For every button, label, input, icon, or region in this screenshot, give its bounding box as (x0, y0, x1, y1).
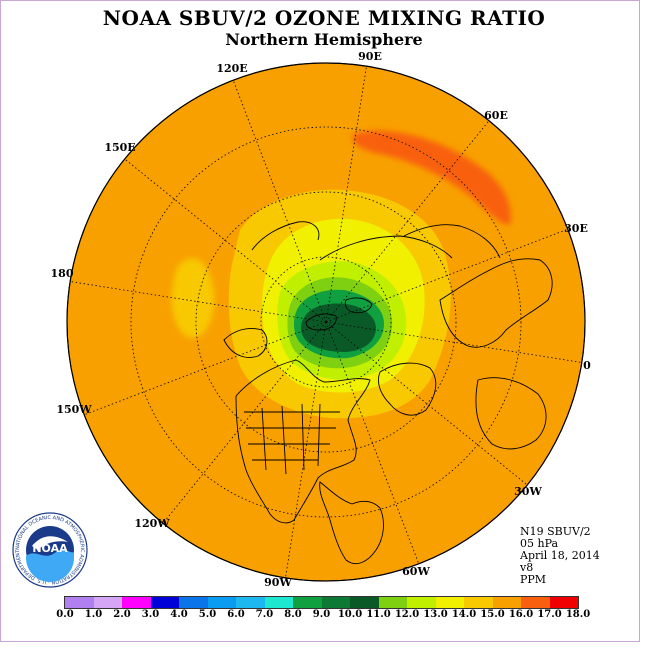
color-scale-segment (150, 597, 179, 608)
meridian-line (325, 321, 582, 363)
contour-9-10ppm (300, 303, 376, 352)
color-scale-ticks: 0.0 1.0 2.0 3.0 4.0 5.0 6.0 7.0 8.0 9.0 10.0 11.0 12… (50, 609, 610, 623)
color-scale-segment (179, 597, 208, 608)
color-scale-tick-label: 9.0 (312, 609, 331, 620)
color-scale-tick-label: 7.0 (255, 609, 274, 620)
color-scale-segment (521, 597, 550, 608)
info-version: v8 (520, 561, 534, 574)
color-scale-tick-label: 16.0 (508, 609, 534, 620)
lon-label-30e: 30E (564, 222, 588, 235)
coastlines (223, 221, 553, 564)
color-scale-tick-label: 0.0 (56, 609, 74, 620)
color-scale-tick-label: 4.0 (170, 609, 188, 620)
color-scale-segment (207, 597, 236, 608)
info-units: PPM (520, 573, 547, 586)
color-scale-segment (378, 597, 407, 608)
color-scale-segment (407, 597, 436, 608)
color-scale-tick-label: 5.0 (198, 609, 217, 620)
info-date: April 18, 2014 (520, 549, 600, 562)
color-scale-bar (64, 596, 579, 609)
lon-label-60e: 60E (484, 109, 508, 122)
color-scale-tick-label: 17.0 (537, 609, 562, 620)
color-scale-tick-label: 1.0 (84, 609, 103, 620)
lon-label-120w: 120W (134, 517, 170, 530)
lon-label-150w: 150W (56, 403, 92, 416)
contour-15-16ppm (352, 130, 511, 225)
noaa-logo: NATIONAL OCEANIC AND ATMOSPHERIC ADMINIS… (12, 512, 88, 588)
color-scale-segment (293, 597, 322, 608)
lon-label-30w: 30W (514, 485, 542, 498)
lon-label-180: 180 (51, 267, 74, 280)
product-info: N19 SBUV/2 05 hPa April 18, 2014 v8 PPM (520, 526, 600, 586)
color-scale-segment (264, 597, 293, 608)
color-scale-segment (350, 597, 379, 608)
color-scale-tick-label: 11.0 (366, 609, 391, 620)
lon-label-90w: 90W (264, 576, 292, 589)
map-title: NOAA SBUV/2 OZONE MIXING RATIO (102, 6, 546, 30)
meridian-line (285, 321, 327, 578)
color-scale-tick-label: 15.0 (480, 609, 505, 620)
meridian-line (325, 228, 568, 323)
color-scale-tick-label: 14.0 (451, 609, 477, 620)
map-subtitle: Northern Hemisphere (225, 30, 423, 49)
color-scale-tick-label: 18.0 (565, 609, 591, 620)
map-boundary (66, 62, 586, 582)
color-scale-tick-label: 13.0 (423, 609, 448, 620)
color-scale-segment (549, 597, 578, 608)
lon-label-0: 0 (583, 359, 591, 372)
color-scale-segment (236, 597, 265, 608)
info-level: 05 hPa (520, 537, 559, 550)
color-scale-segment (464, 597, 493, 608)
longitude-lines (70, 66, 582, 578)
color-scale-segment (321, 597, 350, 608)
color-scale-tick-label: 10.0 (337, 609, 363, 620)
color-scale-segment (435, 597, 464, 608)
color-scale-tick-label: 2.0 (113, 609, 131, 620)
lon-label-150e: 150E (104, 141, 135, 154)
lon-label-90e: 90E (358, 50, 382, 63)
color-scale-segment (65, 597, 94, 608)
meridian-line (325, 321, 420, 564)
logo-text: NOAA (32, 542, 68, 555)
latitude-circles (130, 126, 522, 518)
color-scale-tick-label: 8.0 (284, 609, 302, 620)
color-scale-segment (93, 597, 122, 608)
meridian-line (70, 281, 327, 323)
info-instrument: N19 SBUV/2 (520, 525, 591, 538)
color-scale-tick-label: 3.0 (141, 609, 160, 620)
contour-14-15ppm-west (171, 258, 215, 338)
color-scale-segment (122, 597, 151, 608)
ozone-contours (70, 66, 582, 578)
color-scale-tick-label: 12.0 (394, 609, 420, 620)
color-scale-segment (492, 597, 521, 608)
lon-label-60w: 60W (402, 565, 430, 578)
color-scale-tick-label: 6.0 (227, 609, 245, 620)
longitude-labels: 90E 60E 30E 0 30W 60W 90W 120W 150W 180 … (51, 50, 592, 589)
lon-label-120e: 120E (216, 62, 247, 75)
meridian-line (325, 66, 367, 323)
